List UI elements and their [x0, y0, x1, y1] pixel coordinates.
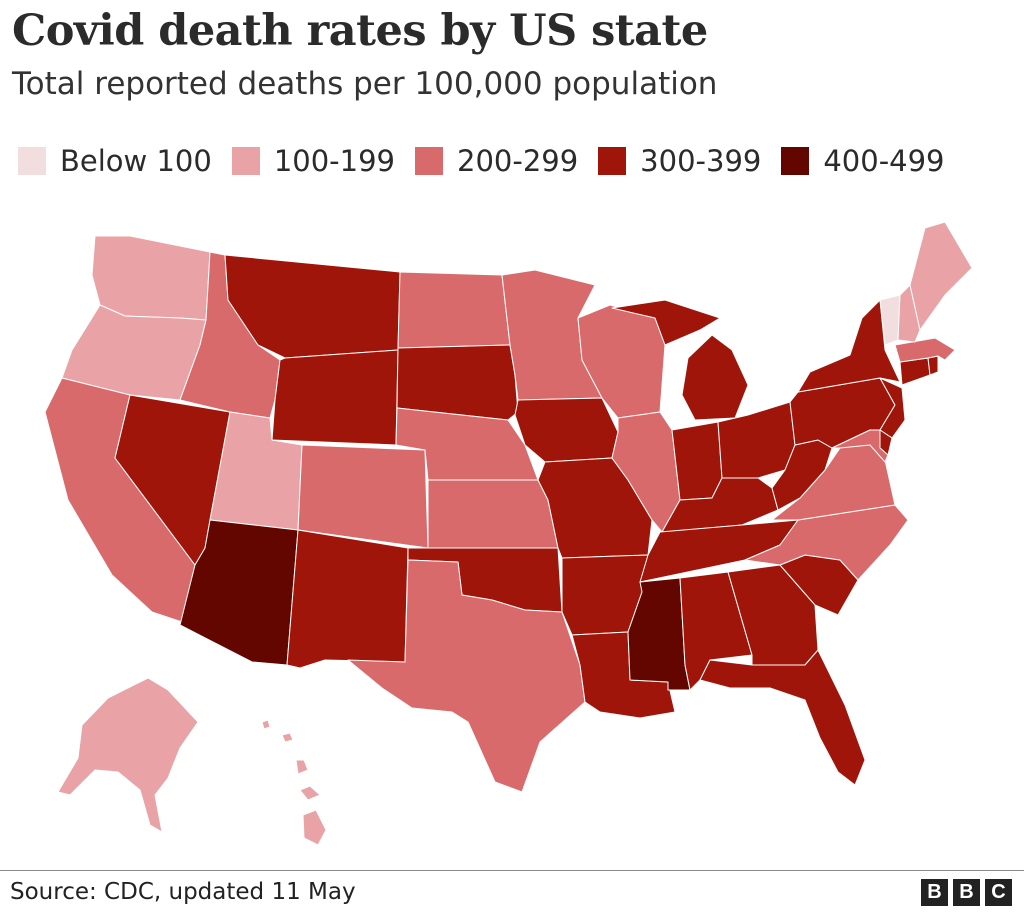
state-hawaii	[261, 719, 327, 846]
state-new-mexico	[286, 529, 409, 669]
state-north-dakota	[397, 271, 511, 349]
state-rhode-island	[927, 355, 939, 376]
chart-title: Covid death rates by US state	[12, 6, 708, 56]
legend-swatch	[415, 147, 443, 175]
state-new-hampshire	[897, 284, 921, 343]
legend: Below 100 100-199 200-299 300-399 400-49…	[18, 140, 945, 182]
legend-swatch	[781, 147, 810, 175]
state-illinois	[611, 411, 681, 533]
state-massachusetts	[894, 337, 956, 363]
state-colorado	[297, 444, 429, 549]
state-maine	[909, 221, 973, 331]
bbc-logo-block: B	[953, 879, 980, 906]
legend-item-200-299: 200-299	[415, 144, 578, 178]
legend-item-below-100: Below 100	[18, 144, 212, 178]
state-texas	[347, 559, 586, 793]
bbc-logo: B B C	[921, 879, 1012, 906]
legend-label: 200-299	[457, 144, 579, 178]
state-washington	[91, 235, 211, 321]
legend-item-100-199: 100-199	[231, 144, 395, 178]
bbc-logo-block: B	[921, 879, 948, 906]
state-south-dakota	[396, 344, 519, 421]
state-iowa	[514, 397, 619, 463]
legend-swatch	[18, 147, 46, 175]
us-states-map	[44, 221, 973, 846]
legend-label: Below 100	[60, 144, 212, 178]
state-indiana	[671, 421, 723, 501]
footer: Source: CDC, updated 11 May B B C	[0, 870, 1024, 913]
legend-swatch	[231, 147, 260, 175]
state-kansas	[427, 479, 559, 549]
legend-label: 100-199	[273, 144, 395, 178]
chart-subtitle: Total reported deaths per 100,000 popula…	[12, 66, 718, 102]
bbc-logo-block: C	[985, 879, 1012, 906]
legend-swatch	[598, 147, 627, 175]
state-michigan	[611, 299, 749, 421]
legend-item-400-499: 400-499	[781, 144, 945, 178]
legend-item-300-399: 300-399	[598, 144, 761, 178]
legend-label: 400-499	[823, 144, 945, 178]
state-wyoming	[271, 349, 399, 446]
state-alaska	[57, 677, 199, 833]
state-florida	[699, 649, 866, 786]
legend-label: 300-399	[640, 144, 762, 178]
state-maryland	[831, 429, 889, 463]
state-connecticut	[899, 357, 931, 386]
source-note: Source: CDC, updated 11 May	[10, 879, 356, 905]
